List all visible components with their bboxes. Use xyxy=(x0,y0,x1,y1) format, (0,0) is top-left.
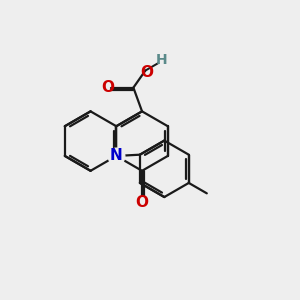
Text: O: O xyxy=(102,80,115,95)
Text: H: H xyxy=(155,53,167,67)
Text: O: O xyxy=(136,195,148,210)
Text: N: N xyxy=(110,148,123,164)
Text: O: O xyxy=(140,64,153,80)
